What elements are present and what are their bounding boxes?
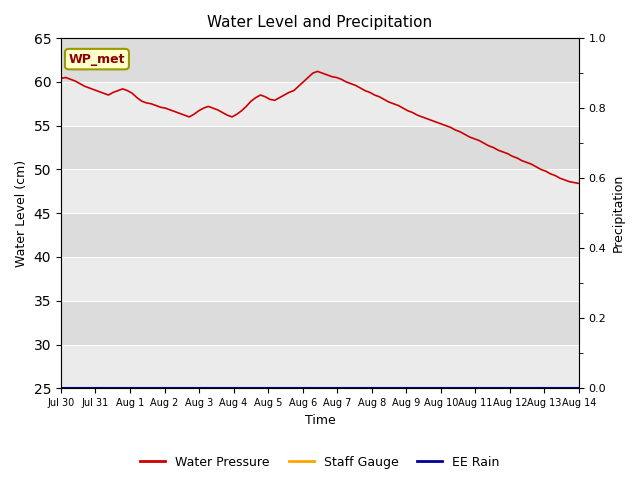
Bar — [61, 82, 579, 126]
Bar — [61, 38, 579, 82]
Bar — [61, 345, 579, 388]
Bar — [61, 126, 579, 169]
Water Pressure — [309, 70, 317, 76]
Y-axis label: Precipitation: Precipitation — [612, 174, 625, 252]
Water Pressure — [547, 171, 554, 177]
Y-axis label: Water Level (cm): Water Level (cm) — [15, 160, 28, 267]
Water Pressure — [294, 84, 302, 89]
Water Pressure — [57, 75, 65, 81]
Water Pressure — [428, 118, 435, 123]
Line: Water Pressure: Water Pressure — [61, 72, 579, 183]
Water Pressure — [575, 180, 583, 186]
Legend: Water Pressure, Staff Gauge, EE Rain: Water Pressure, Staff Gauge, EE Rain — [136, 451, 504, 474]
Title: Water Level and Precipitation: Water Level and Precipitation — [207, 15, 433, 30]
Water Pressure — [566, 179, 573, 185]
Water Pressure — [314, 69, 321, 74]
Bar — [61, 213, 579, 257]
Bar — [61, 257, 579, 301]
X-axis label: Time: Time — [305, 414, 335, 427]
Bar — [61, 301, 579, 345]
Water Pressure — [209, 105, 217, 111]
Bar — [61, 169, 579, 213]
Text: WP_met: WP_met — [68, 53, 125, 66]
